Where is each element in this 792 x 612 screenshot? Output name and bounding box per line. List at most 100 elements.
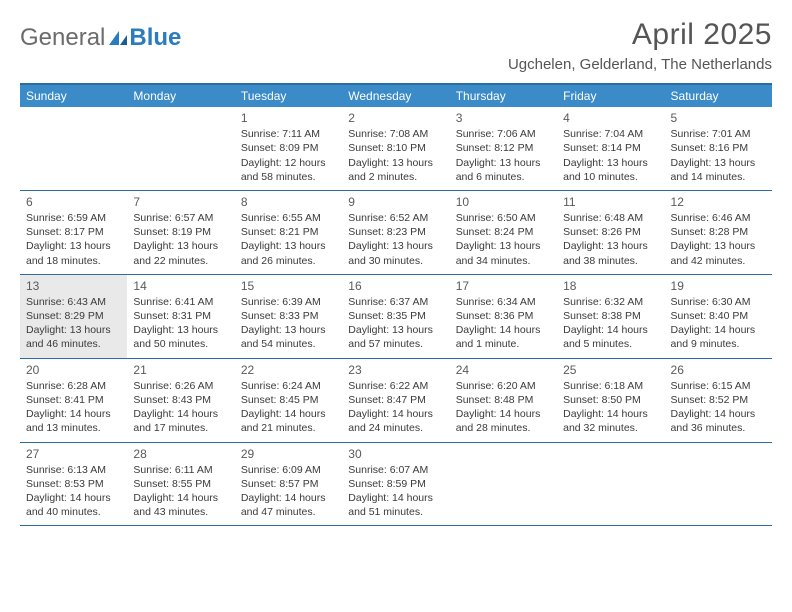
day-number: 17 [456, 278, 551, 294]
sunset-text: Sunset: 8:55 PM [133, 477, 228, 491]
daylight-text: Daylight: 14 hours and 43 minutes. [133, 491, 228, 519]
sunrise-text: Sunrise: 6:07 AM [348, 463, 443, 477]
daylight-text: Daylight: 14 hours and 5 minutes. [563, 323, 658, 351]
calendar-cell: 23Sunrise: 6:22 AMSunset: 8:47 PMDayligh… [342, 359, 449, 442]
calendar-cell: 4Sunrise: 7:04 AMSunset: 8:14 PMDaylight… [557, 107, 664, 190]
sunrise-text: Sunrise: 7:11 AM [241, 127, 336, 141]
day-header: Tuesday [235, 85, 342, 107]
sunrise-text: Sunrise: 7:08 AM [348, 127, 443, 141]
sunrise-text: Sunrise: 6:43 AM [26, 295, 121, 309]
calendar-cell: 6Sunrise: 6:59 AMSunset: 8:17 PMDaylight… [20, 191, 127, 274]
daylight-text: Daylight: 14 hours and 24 minutes. [348, 407, 443, 435]
sunset-text: Sunset: 8:09 PM [241, 141, 336, 155]
calendar-cell: 5Sunrise: 7:01 AMSunset: 8:16 PMDaylight… [665, 107, 772, 190]
day-number: 19 [671, 278, 766, 294]
sunrise-text: Sunrise: 6:41 AM [133, 295, 228, 309]
title-block: April 2025 Ugchelen, Gelderland, The Net… [508, 18, 772, 73]
sunrise-text: Sunrise: 6:55 AM [241, 211, 336, 225]
sunrise-text: Sunrise: 6:09 AM [241, 463, 336, 477]
calendar-cell: 16Sunrise: 6:37 AMSunset: 8:35 PMDayligh… [342, 275, 449, 358]
calendar-cell [20, 107, 127, 190]
calendar-cell: 26Sunrise: 6:15 AMSunset: 8:52 PMDayligh… [665, 359, 772, 442]
sunset-text: Sunset: 8:36 PM [456, 309, 551, 323]
calendar-cell: 18Sunrise: 6:32 AMSunset: 8:38 PMDayligh… [557, 275, 664, 358]
daylight-text: Daylight: 13 hours and 18 minutes. [26, 239, 121, 267]
calendar-cell: 15Sunrise: 6:39 AMSunset: 8:33 PMDayligh… [235, 275, 342, 358]
sunset-text: Sunset: 8:12 PM [456, 141, 551, 155]
sunrise-text: Sunrise: 6:24 AM [241, 379, 336, 393]
sunset-text: Sunset: 8:35 PM [348, 309, 443, 323]
day-number: 18 [563, 278, 658, 294]
calendar-cell: 2Sunrise: 7:08 AMSunset: 8:10 PMDaylight… [342, 107, 449, 190]
weeks-container: 1Sunrise: 7:11 AMSunset: 8:09 PM Daylight… [20, 107, 772, 526]
daylight-text: Daylight: 13 hours and 6 minutes. [456, 156, 551, 184]
daylight-text: Daylight: 13 hours and 50 minutes. [133, 323, 228, 351]
daylight-text: Daylight: 13 hours and 2 minutes. [348, 156, 443, 184]
daylight-text: Daylight: 13 hours and 42 minutes. [671, 239, 766, 267]
sunrise-text: Sunrise: 6:15 AM [671, 379, 766, 393]
day-number: 1 [241, 110, 336, 126]
day-number: 24 [456, 362, 551, 378]
calendar-cell: 9Sunrise: 6:52 AMSunset: 8:23 PMDaylight… [342, 191, 449, 274]
sunset-text: Sunset: 8:10 PM [348, 141, 443, 155]
day-number: 25 [563, 362, 658, 378]
day-header: Monday [127, 85, 234, 107]
sunset-text: Sunset: 8:31 PM [133, 309, 228, 323]
sunset-text: Sunset: 8:26 PM [563, 225, 658, 239]
day-header: Wednesday [342, 85, 449, 107]
location-text: Ugchelen, Gelderland, The Netherlands [508, 56, 772, 73]
sunrise-text: Sunrise: 7:06 AM [456, 127, 551, 141]
sunrise-text: Sunrise: 7:04 AM [563, 127, 658, 141]
day-number: 22 [241, 362, 336, 378]
calendar-cell: 17Sunrise: 6:34 AMSunset: 8:36 PMDayligh… [450, 275, 557, 358]
sunrise-text: Sunrise: 6:39 AM [241, 295, 336, 309]
calendar-header-row: Sunday Monday Tuesday Wednesday Thursday… [20, 85, 772, 107]
sunset-text: Sunset: 8:16 PM [671, 141, 766, 155]
day-number: 21 [133, 362, 228, 378]
month-title: April 2025 [508, 18, 772, 52]
sunrise-text: Sunrise: 6:59 AM [26, 211, 121, 225]
sunset-text: Sunset: 8:50 PM [563, 393, 658, 407]
sunset-text: Sunset: 8:41 PM [26, 393, 121, 407]
sunrise-text: Sunrise: 6:34 AM [456, 295, 551, 309]
sunrise-text: Sunrise: 6:28 AM [26, 379, 121, 393]
daylight-text: Daylight: 14 hours and 36 minutes. [671, 407, 766, 435]
calendar-cell: 27Sunrise: 6:13 AMSunset: 8:53 PMDayligh… [20, 443, 127, 526]
week-row: 27Sunrise: 6:13 AMSunset: 8:53 PMDayligh… [20, 443, 772, 527]
daylight-text: Daylight: 13 hours and 54 minutes. [241, 323, 336, 351]
daylight-text: Daylight: 13 hours and 57 minutes. [348, 323, 443, 351]
sunset-text: Sunset: 8:24 PM [456, 225, 551, 239]
daylight-text: Daylight: 13 hours and 34 minutes. [456, 239, 551, 267]
logo-text-blue: Blue [129, 24, 181, 52]
day-number: 13 [26, 278, 121, 294]
sunset-text: Sunset: 8:47 PM [348, 393, 443, 407]
week-row: 1Sunrise: 7:11 AMSunset: 8:09 PM Daylight… [20, 107, 772, 191]
day-header: Friday [557, 85, 664, 107]
calendar-cell [557, 443, 664, 526]
sunset-text: Sunset: 8:21 PM [241, 225, 336, 239]
sunrise-text: Sunrise: 6:13 AM [26, 463, 121, 477]
day-number: 26 [671, 362, 766, 378]
sunrise-text: Sunrise: 6:18 AM [563, 379, 658, 393]
page: General Blue April 2025 Ugchelen, Gelder… [0, 0, 792, 536]
sunset-text: Sunset: 8:33 PM [241, 309, 336, 323]
calendar-cell: 30Sunrise: 6:07 AMSunset: 8:59 PMDayligh… [342, 443, 449, 526]
day-number: 9 [348, 194, 443, 210]
calendar-cell: 19Sunrise: 6:30 AMSunset: 8:40 PMDayligh… [665, 275, 772, 358]
daylight-text: Daylight: 14 hours and 40 minutes. [26, 491, 121, 519]
daylight-text: Daylight: 13 hours and 30 minutes. [348, 239, 443, 267]
day-number: 2 [348, 110, 443, 126]
sunrise-text: Sunrise: 6:26 AM [133, 379, 228, 393]
sunset-text: Sunset: 8:57 PM [241, 477, 336, 491]
daylight-text: Daylight: 14 hours and 47 minutes. [241, 491, 336, 519]
day-number: 27 [26, 446, 121, 462]
sunset-text: Sunset: 8:52 PM [671, 393, 766, 407]
logo-text-general: General [20, 24, 105, 52]
day-number: 16 [348, 278, 443, 294]
daylight-text: Daylight: 13 hours and 26 minutes. [241, 239, 336, 267]
sunset-text: Sunset: 8:19 PM [133, 225, 228, 239]
day-number: 29 [241, 446, 336, 462]
day-number: 15 [241, 278, 336, 294]
daylight-text: Daylight: 14 hours and 51 minutes. [348, 491, 443, 519]
day-number: 4 [563, 110, 658, 126]
